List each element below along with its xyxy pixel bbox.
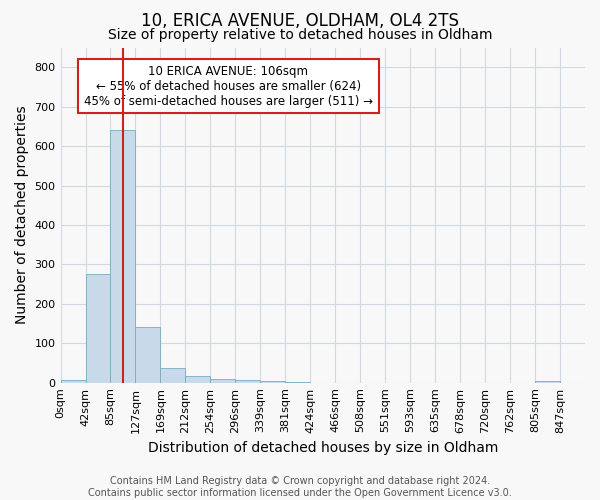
Bar	[86, 274, 110, 382]
Bar	[110, 130, 136, 382]
Bar	[235, 380, 260, 382]
Bar	[211, 378, 235, 382]
Text: Contains HM Land Registry data © Crown copyright and database right 2024.
Contai: Contains HM Land Registry data © Crown c…	[88, 476, 512, 498]
Text: 10 ERICA AVENUE: 106sqm
← 55% of detached houses are smaller (624)
45% of semi-d: 10 ERICA AVENUE: 106sqm ← 55% of detache…	[84, 64, 373, 108]
Bar	[61, 380, 86, 382]
Bar	[535, 380, 560, 382]
Y-axis label: Number of detached properties: Number of detached properties	[15, 106, 29, 324]
Bar	[136, 328, 160, 382]
Bar	[160, 368, 185, 382]
Bar	[185, 376, 211, 382]
Text: 10, ERICA AVENUE, OLDHAM, OL4 2TS: 10, ERICA AVENUE, OLDHAM, OL4 2TS	[141, 12, 459, 30]
X-axis label: Distribution of detached houses by size in Oldham: Distribution of detached houses by size …	[148, 441, 498, 455]
Text: Size of property relative to detached houses in Oldham: Size of property relative to detached ho…	[108, 28, 492, 42]
